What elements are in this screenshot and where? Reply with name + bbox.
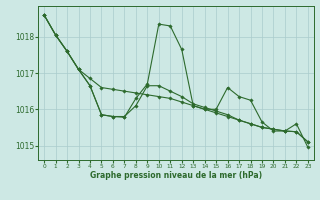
X-axis label: Graphe pression niveau de la mer (hPa): Graphe pression niveau de la mer (hPa) [90,171,262,180]
